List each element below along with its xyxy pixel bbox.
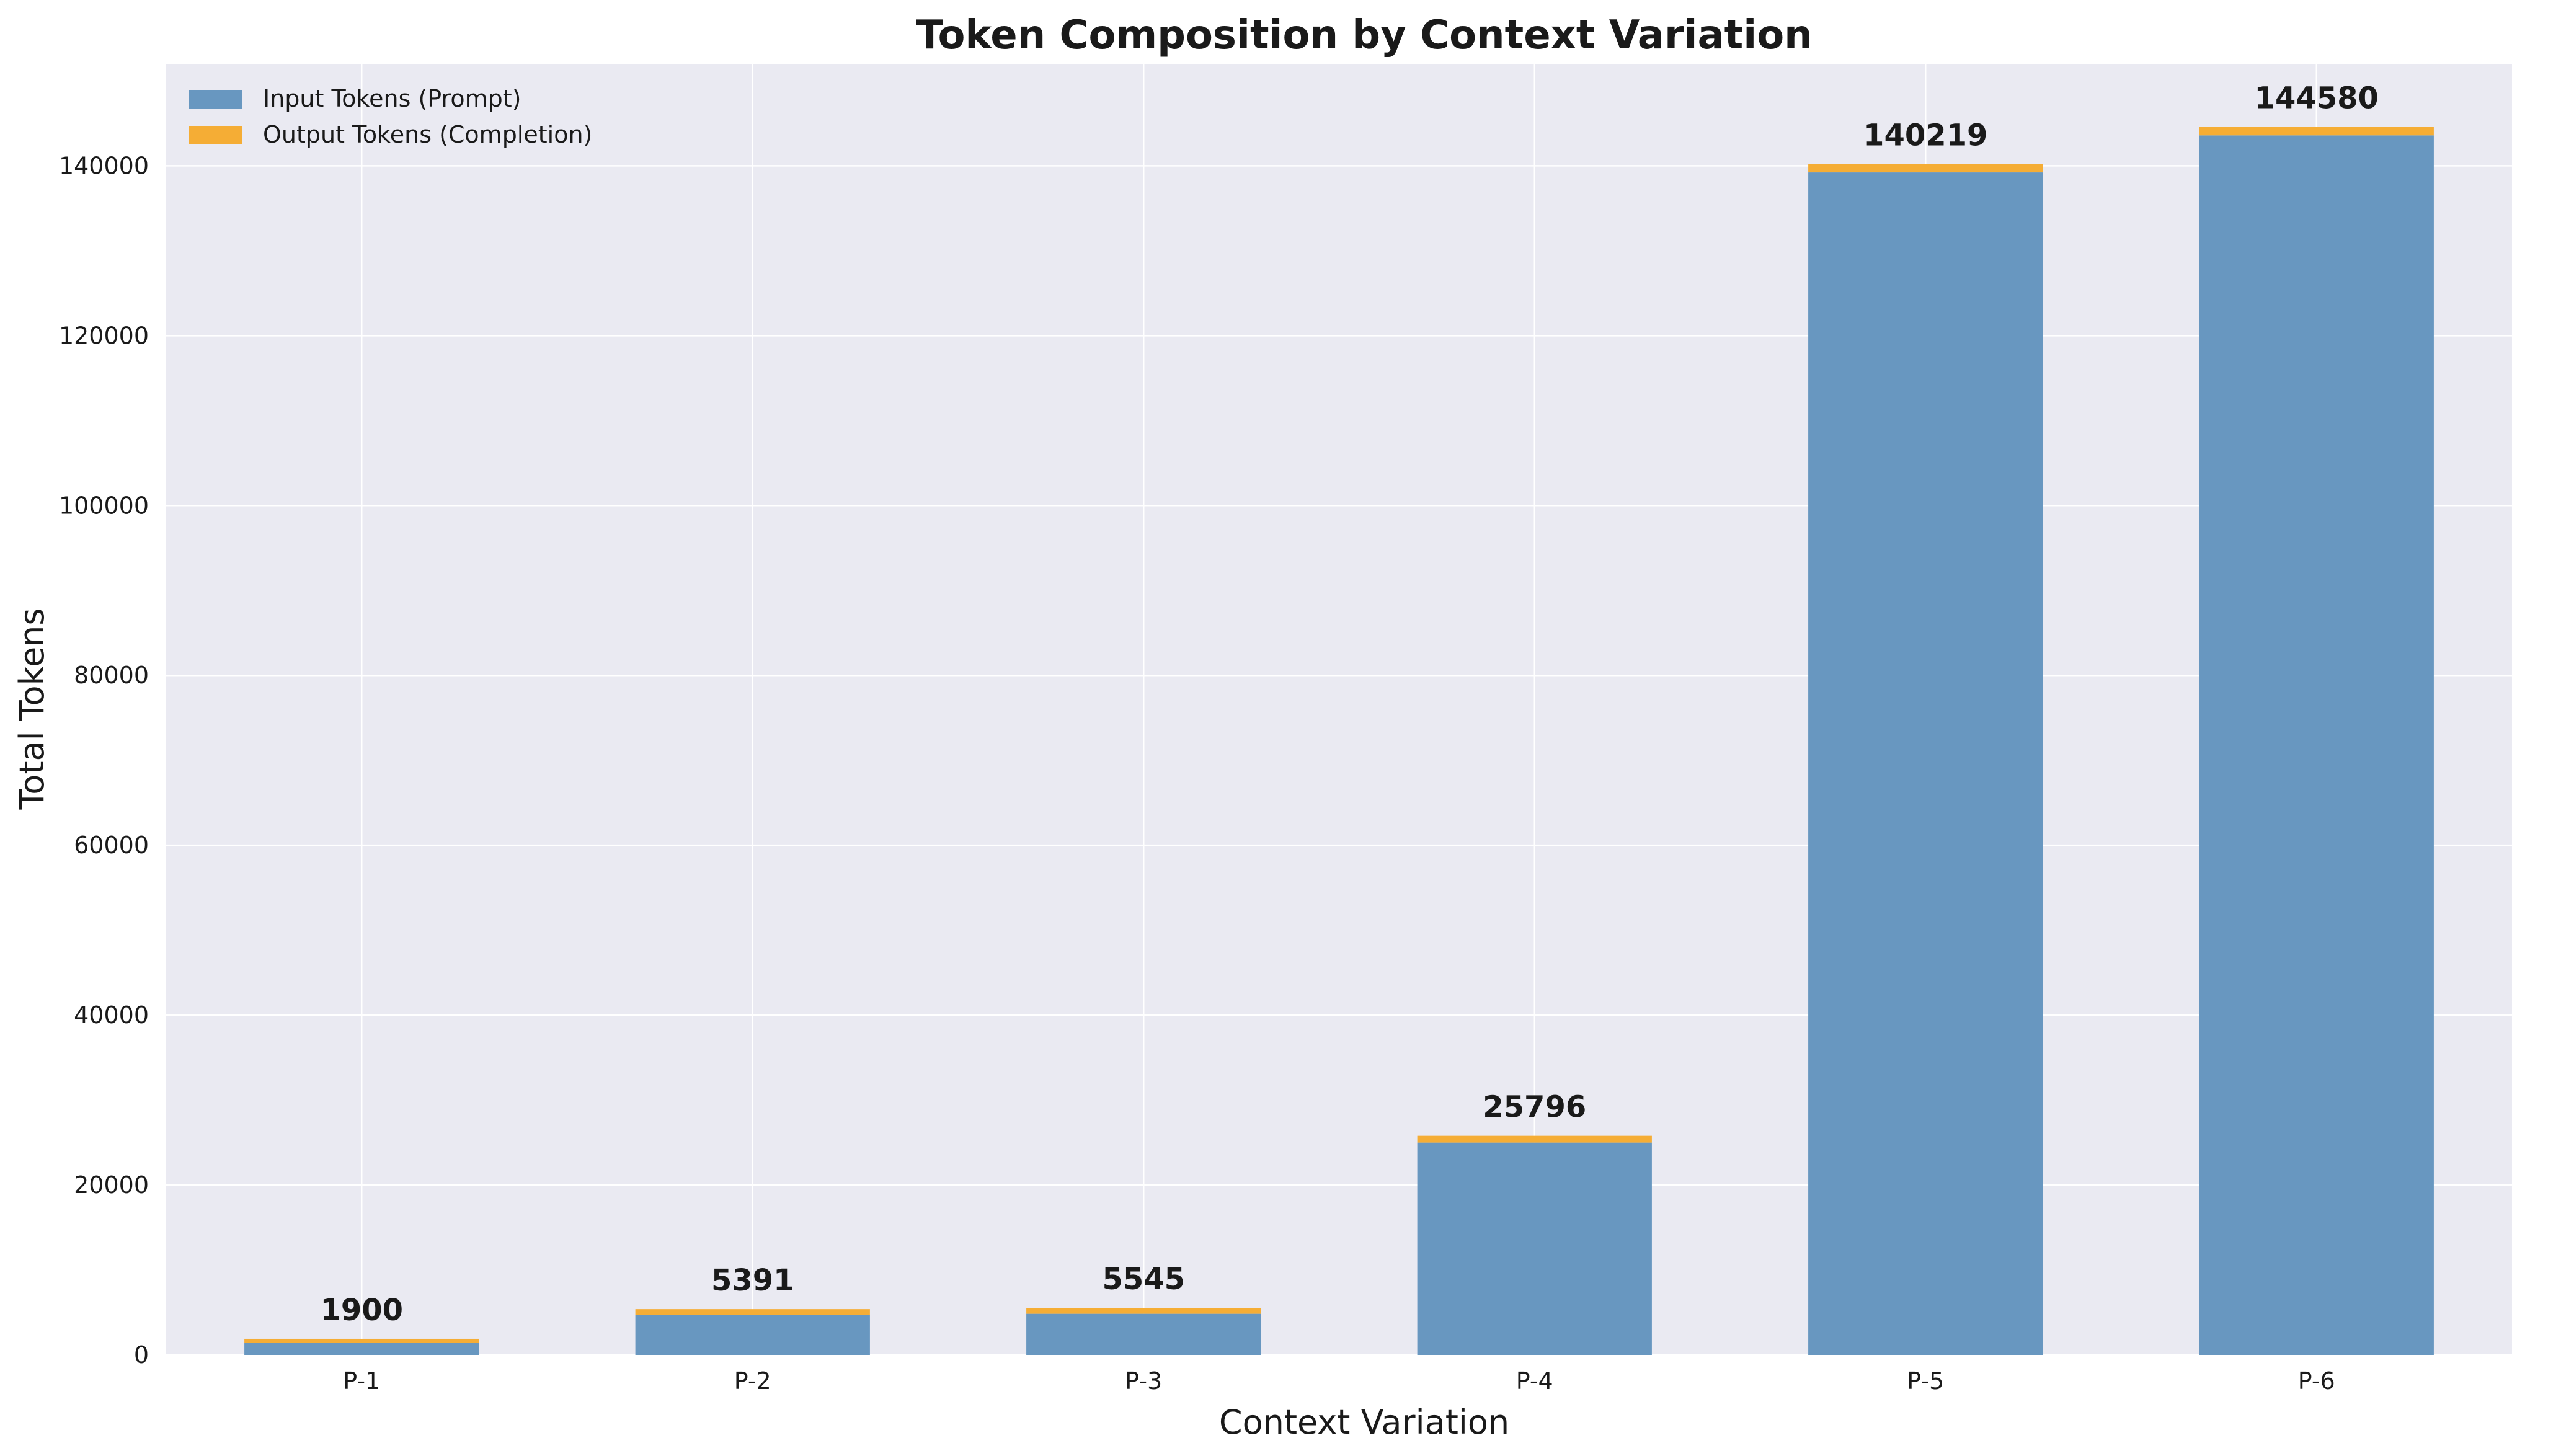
bar-output-tokens xyxy=(1417,1135,1652,1143)
y-ticks-layer: 0 20000 40000 60000 80000 100000 120000 140000 xyxy=(59,152,149,1369)
bar-input-tokens xyxy=(2199,135,2434,1356)
bar-output-tokens xyxy=(635,1309,870,1315)
x-tick-label: P-4 xyxy=(1516,1367,1553,1395)
bar-total-label: 144580 xyxy=(2255,81,2379,116)
bars-layer xyxy=(244,127,2434,1356)
y-tick-label: 80000 xyxy=(74,662,149,689)
y-tick-label: 40000 xyxy=(74,1001,149,1029)
legend-label-output: Output Tokens (Completion) xyxy=(263,121,592,148)
bar-total-label: 5391 xyxy=(711,1263,794,1298)
x-tick-label: P-6 xyxy=(2298,1367,2335,1395)
y-axis-label: Total Tokens xyxy=(12,608,51,810)
y-tick-label: 60000 xyxy=(74,832,149,859)
legend: Input Tokens (Prompt) Output Tokens (Com… xyxy=(189,85,592,148)
chart-title: Token Composition by Context Variation xyxy=(916,12,1812,58)
y-tick-label: 20000 xyxy=(74,1171,149,1199)
legend-swatch-output xyxy=(189,126,242,144)
x-ticks-layer: P-1 P-2 P-3 P-4 P-5 P-6 xyxy=(343,1367,2335,1395)
bar-output-tokens xyxy=(1808,164,2043,173)
bar-total-label: 1900 xyxy=(320,1293,403,1328)
bar-total-label: 140219 xyxy=(1863,118,1987,153)
total-labels-layer: 1900 5391 5545 25796 140219 144580 xyxy=(320,81,2378,1328)
bar-input-tokens xyxy=(1026,1313,1261,1355)
bar-output-tokens xyxy=(1026,1308,1261,1314)
x-tick-label: P-3 xyxy=(1125,1367,1162,1395)
y-tick-label: 140000 xyxy=(59,152,149,179)
y-tick-label: 120000 xyxy=(59,322,149,349)
x-tick-label: P-2 xyxy=(734,1367,771,1395)
legend-label-input: Input Tokens (Prompt) xyxy=(263,85,521,112)
y-tick-label: 0 xyxy=(134,1341,149,1369)
legend-swatch-input xyxy=(189,90,242,109)
x-tick-label: P-5 xyxy=(1907,1367,1944,1395)
x-axis-label: Context Variation xyxy=(1219,1403,1509,1442)
bar-total-label: 5545 xyxy=(1102,1262,1185,1297)
y-tick-label: 100000 xyxy=(59,492,149,519)
bar-input-tokens xyxy=(1417,1142,1652,1355)
bar-input-tokens xyxy=(635,1315,870,1355)
bar-output-tokens xyxy=(244,1338,479,1343)
x-tick-label: P-1 xyxy=(343,1367,380,1395)
bar-input-tokens xyxy=(1808,172,2043,1356)
bar-input-tokens xyxy=(244,1343,479,1355)
plot-background xyxy=(166,64,2512,1355)
bar-total-label: 25796 xyxy=(1483,1090,1586,1125)
bar-output-tokens xyxy=(2199,127,2434,136)
